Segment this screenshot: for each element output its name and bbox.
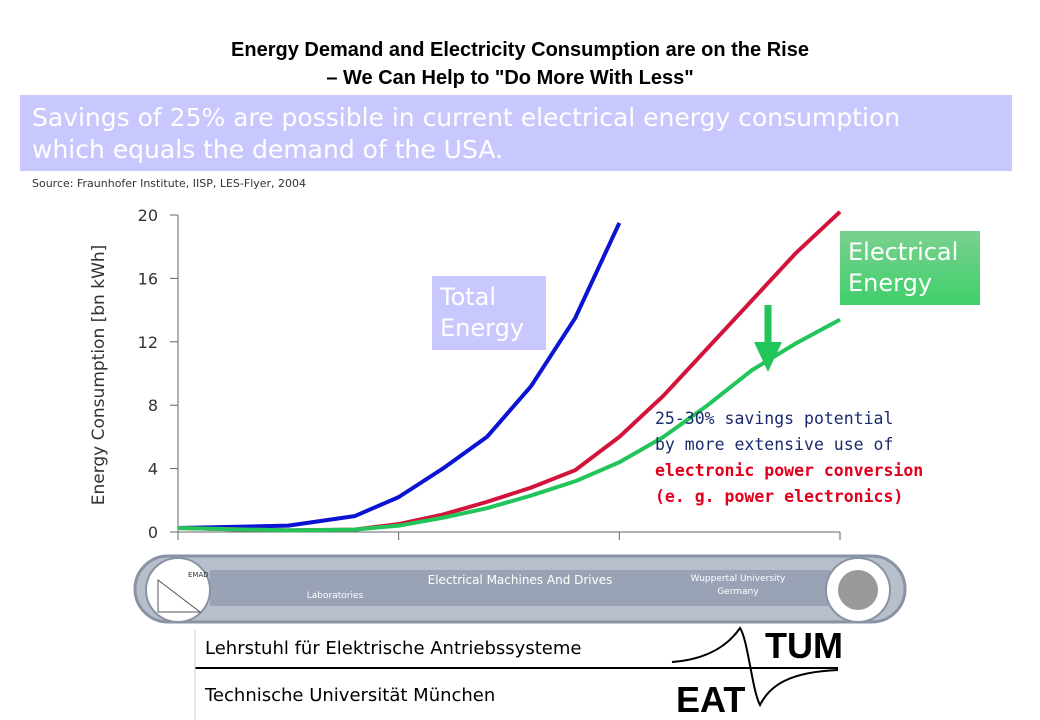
banner-line: which equals the demand of the USA. [32, 135, 503, 164]
chair: Lehrstuhl für Elektrische Antriebssystem… [205, 638, 581, 659]
emad-glyph [157, 578, 202, 613]
series-line [177, 210, 842, 533]
y-tick-label: 16 [138, 269, 158, 288]
title-line: Energy Demand and Electricity Consumptio… [231, 39, 809, 61]
source: Source: Fraunhofer Institute, IISP, LES-… [32, 177, 306, 190]
series-line [177, 317, 841, 533]
legend-electrical: Electrical Energy [840, 231, 980, 305]
y-tick-label: 4 [148, 460, 158, 479]
lab-name: Electrical Machines And Drives [428, 573, 613, 587]
annotation-line: electronic power conversion [655, 461, 923, 480]
arrow-head [754, 342, 782, 372]
annotation-line: (e. g. power electronics) [655, 487, 903, 506]
y-tick-label: 8 [148, 396, 158, 415]
logo-eat: EAT [676, 679, 745, 720]
university: Germany [717, 587, 759, 597]
y-axis-label: Energy Consumption [bn kWh] [89, 245, 109, 506]
university: Wuppertal University [691, 574, 786, 584]
banner [20, 95, 1012, 171]
lab-name: Laboratories [307, 591, 364, 601]
logo-tum: TUM [765, 625, 843, 666]
y-tick-label: 0 [148, 523, 158, 542]
wuppertal-glyph [838, 570, 878, 610]
y-tick-label: 12 [138, 333, 158, 352]
title-line: – We Can Help to "Do More With Less" [326, 67, 693, 89]
annotation-line: 25-30% savings potential [655, 409, 893, 428]
series-line [177, 222, 622, 531]
emad-logo [145, 557, 211, 623]
annotation-line: by more extensive use of [655, 435, 893, 454]
emad-text: EMAD [188, 571, 209, 579]
institution: Technische Universität München [204, 685, 495, 706]
legend-total: Total Energy [432, 276, 546, 350]
lab-band [210, 570, 830, 606]
y-tick-label: 20 [138, 206, 158, 225]
logo-curve [671, 626, 839, 708]
banner-line: Savings of 25% are possible in current e… [32, 103, 900, 132]
